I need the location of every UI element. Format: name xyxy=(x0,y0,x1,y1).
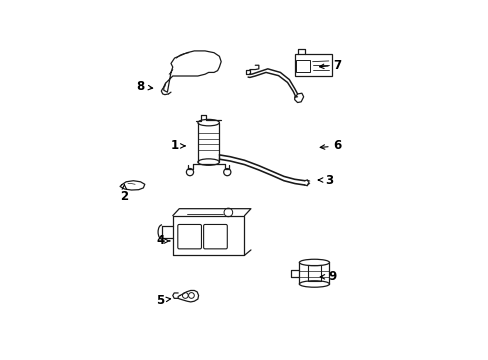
Text: 2: 2 xyxy=(120,184,128,203)
Text: 1: 1 xyxy=(170,139,184,152)
Text: 3: 3 xyxy=(318,174,332,186)
Text: 8: 8 xyxy=(136,80,152,93)
Text: 7: 7 xyxy=(319,59,341,72)
Text: 5: 5 xyxy=(156,294,170,307)
Text: 4: 4 xyxy=(156,234,169,247)
Text: 6: 6 xyxy=(320,139,341,152)
Text: 9: 9 xyxy=(320,270,336,283)
